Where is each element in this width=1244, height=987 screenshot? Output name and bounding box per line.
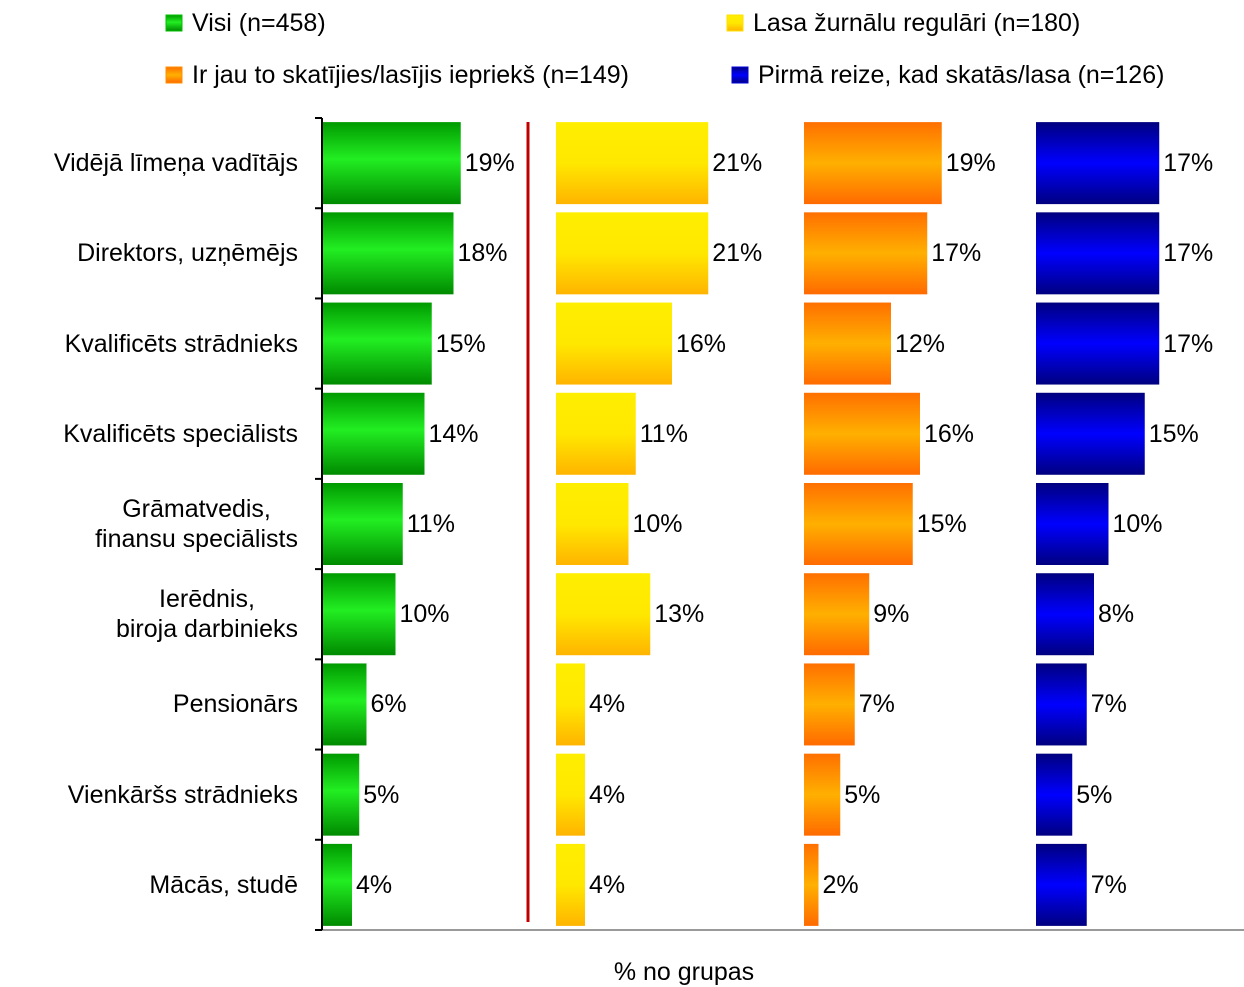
- bar: [556, 753, 585, 836]
- y-tick-label: Vienkāršs strādnieks: [67, 780, 298, 809]
- bar: [1036, 392, 1145, 475]
- bar: [804, 392, 920, 475]
- value-label: 2%: [822, 870, 859, 899]
- value-label: 5%: [844, 780, 881, 809]
- bar: [1036, 573, 1094, 656]
- value-label: 15%: [916, 510, 967, 538]
- value-label: 6%: [370, 690, 407, 719]
- value-label: 7%: [858, 690, 895, 719]
- bar: [1036, 122, 1160, 205]
- bar: [323, 212, 454, 295]
- bar: [1036, 212, 1160, 295]
- value-label: 19%: [464, 149, 515, 178]
- legend-label: Lasa žurnālu regulāri (n=180): [753, 9, 1081, 37]
- bar: [323, 392, 425, 475]
- legend-label: Pirmā reize, kad skatās/lasa (n=126): [758, 61, 1165, 89]
- bar: [804, 483, 913, 565]
- legend-swatch: [165, 66, 183, 84]
- bar: [323, 843, 352, 926]
- value-label: 15%: [1148, 419, 1199, 448]
- bar: [1036, 843, 1087, 926]
- value-label: 17%: [1163, 149, 1214, 178]
- bar: [1036, 483, 1109, 565]
- value-label: 17%: [931, 239, 982, 268]
- value-label: 16%: [924, 419, 975, 448]
- bar: [323, 302, 432, 385]
- value-label: 21%: [712, 149, 763, 178]
- value-label: 11%: [639, 419, 688, 448]
- bar: [556, 302, 672, 385]
- bar: [556, 122, 709, 205]
- bar: [804, 663, 855, 746]
- value-label: 14%: [428, 419, 479, 448]
- bar: [556, 483, 629, 565]
- bar: [323, 483, 403, 565]
- value-label: 4%: [589, 690, 626, 719]
- value-label: 19%: [945, 149, 996, 178]
- value-label: 17%: [1163, 329, 1214, 358]
- y-tick-label: Kvalificēts strādnieks: [64, 329, 298, 358]
- bar: [804, 212, 928, 295]
- value-label: 15%: [435, 329, 486, 358]
- y-tick-label: Grāmatvedis, finansu speciālists: [95, 495, 298, 553]
- bar: [556, 663, 585, 746]
- bar: [556, 843, 585, 926]
- value-label: 8%: [1098, 600, 1135, 629]
- value-label: 9%: [873, 600, 910, 629]
- bar: [556, 212, 709, 295]
- bar: [323, 122, 461, 205]
- y-tick-label: Direktors, uzņēmējs: [77, 239, 298, 268]
- value-label: 4%: [356, 870, 393, 899]
- value-label: 16%: [676, 329, 727, 358]
- bar: [1036, 753, 1073, 836]
- bar: [804, 843, 819, 926]
- bar: [1036, 663, 1087, 746]
- y-tick-label: Ierēdnis, biroja darbinieks: [115, 585, 298, 644]
- value-label: 4%: [589, 870, 626, 899]
- bar: [804, 753, 841, 836]
- legend-swatch: [726, 14, 744, 32]
- value-label: 13%: [654, 600, 705, 629]
- legend-swatch: [731, 66, 749, 84]
- value-label: 4%: [589, 780, 626, 809]
- bar: [556, 392, 636, 475]
- bar: [804, 122, 942, 205]
- value-label: 10%: [399, 600, 450, 629]
- value-label: 21%: [712, 239, 763, 268]
- bar: [1036, 302, 1160, 385]
- bar: [804, 302, 891, 385]
- y-tick-label: Mācās, studē: [149, 870, 298, 899]
- value-label: 7%: [1090, 690, 1127, 719]
- bar: [804, 573, 870, 656]
- value-label: 10%: [1112, 510, 1163, 538]
- legend-label: Ir jau to skatījies/lasījis iepriekš (n=…: [192, 61, 629, 89]
- value-label: 18%: [457, 239, 508, 268]
- legend-label: Visi (n=458): [192, 9, 326, 37]
- bar: [323, 753, 360, 836]
- value-label: 7%: [1090, 870, 1127, 899]
- value-label: 12%: [895, 329, 946, 358]
- bar: [556, 573, 651, 656]
- value-label: 5%: [1076, 780, 1113, 809]
- value-label: 10%: [632, 510, 683, 538]
- value-label: 11%: [406, 510, 455, 538]
- bar: [323, 573, 396, 656]
- value-label: 17%: [1163, 239, 1214, 268]
- legend-swatch: [165, 14, 183, 32]
- y-tick-label: Vidējā līmeņa vadītājs: [53, 149, 298, 178]
- value-label: 5%: [363, 780, 400, 809]
- x-axis-label: % no grupas: [613, 958, 755, 986]
- y-tick-label: Kvalificēts speciālists: [63, 419, 298, 448]
- bar: [323, 663, 367, 746]
- y-tick-label: Pensionārs: [172, 690, 298, 719]
